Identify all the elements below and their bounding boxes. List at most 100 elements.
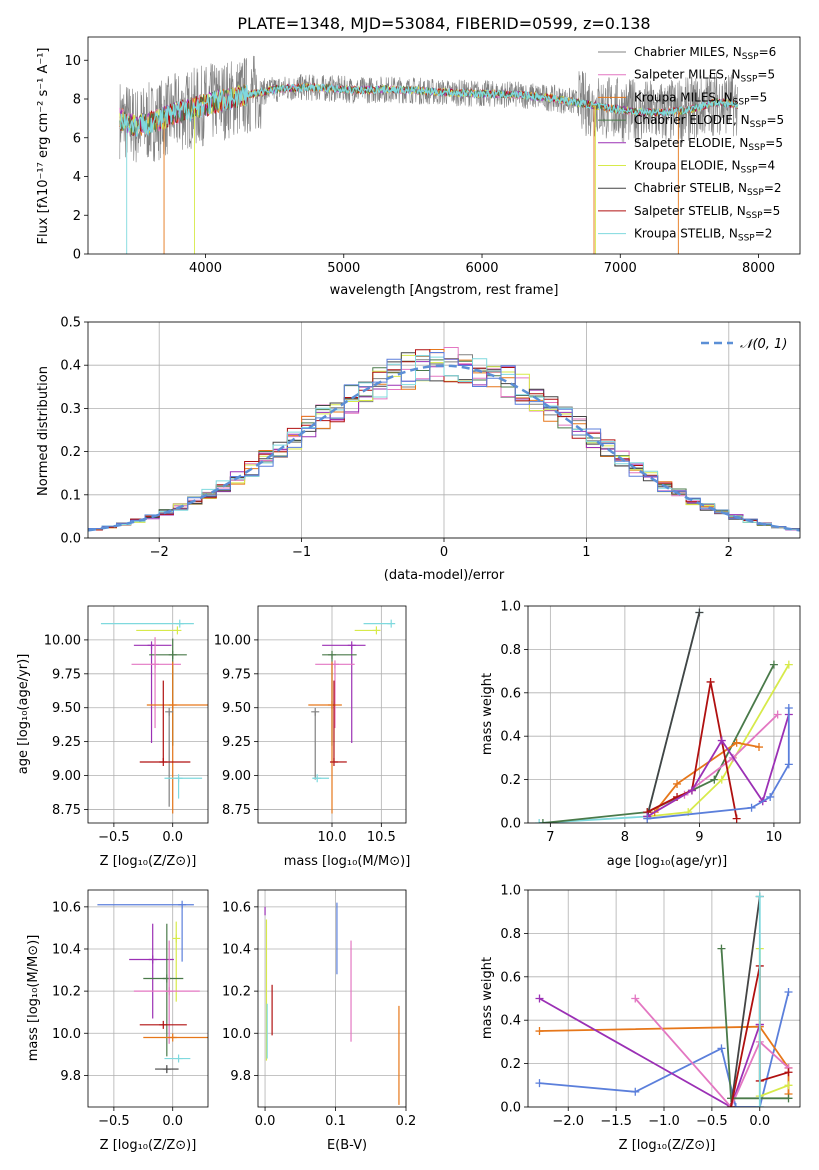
legend-label: Salpeter ELODIE, NSSP=5 <box>634 136 783 153</box>
data-point-marker <box>328 701 336 710</box>
residuals-xlabel: (data-model)/error <box>384 568 505 583</box>
x-tick-label: 7 <box>546 830 554 845</box>
y-tick-label: 9.8 <box>60 1069 81 1084</box>
mass-vs-reddening-panel: 0.0 0.1 0.2 9.8 10.0 10.2 10.4 10.6 <box>222 889 417 1129</box>
data-point-marker <box>773 710 782 719</box>
data-point-marker <box>731 1103 740 1107</box>
data-point-marker <box>631 994 640 1003</box>
axes-frame <box>527 889 801 1108</box>
data-point-marker <box>387 619 396 628</box>
residuals-legend-label: 𝒩(0, 1) <box>740 337 787 352</box>
y-tick-label: 0.4 <box>60 359 81 374</box>
legend-label: Chabrier STELIB, NSSP=2 <box>634 181 782 198</box>
y-tick-label: 0.6 <box>500 686 521 701</box>
legend-label: Kroupa STELIB, NSSP=2 <box>634 227 772 244</box>
data-point-marker <box>631 1087 640 1096</box>
age-vs-metallicity-panel: −0.5 0.0 8.75 9.00 9.25 9.50 9.75 10.00 <box>44 605 209 845</box>
data-point-marker <box>766 792 775 801</box>
data-point-marker <box>755 743 764 752</box>
x-tick-label: 1 <box>582 545 590 560</box>
y-tick-label: 0.2 <box>60 445 81 460</box>
y-tick-label: 2 <box>73 209 81 224</box>
y-tick-label: 8.75 <box>222 803 251 818</box>
y-tick-label: 8.75 <box>52 803 81 818</box>
data-point-marker <box>174 1054 183 1063</box>
x-tick-label: 0 <box>440 545 448 560</box>
data-point-marker <box>311 707 320 716</box>
x-tick-label: 4000 <box>189 261 222 276</box>
age-vs-mass-panel: 10.0 10.5 8.75 9.00 9.25 9.50 9.75 10.00 <box>214 605 407 845</box>
age-vs-metallicity-ylabel: age [log₁₀(age/yr)] <box>16 654 31 775</box>
data-point-marker <box>165 987 174 996</box>
y-tick-label: 10.2 <box>222 985 251 1000</box>
y-tick-label: 0.8 <box>500 643 521 658</box>
mass-vs-metallicity-xlabel: Z [log₁₀(Z/Z⊙)] <box>100 1138 197 1153</box>
x-tick-label: 0.0 <box>162 1114 183 1129</box>
data-point-marker <box>159 1020 168 1029</box>
x-tick-label: −2 <box>150 545 169 560</box>
data-point-marker <box>168 1033 177 1042</box>
data-point-marker <box>732 738 741 747</box>
legend-label: Kroupa MILES, NSSP=5 <box>634 90 767 107</box>
mass-vs-metallicity-ylabel: mass [log₁₀(M/M⊙)] <box>26 935 41 1062</box>
weight-vs-age-ylabel: mass weight <box>480 673 495 755</box>
y-tick-label: 10.4 <box>222 942 251 957</box>
series-line-kroupa_stelib <box>539 612 701 823</box>
data-point-marker <box>148 955 157 964</box>
y-tick-label: 9.25 <box>52 735 81 750</box>
weight-vs-metallicity-xlabel: Z [log₁₀(Z/Z⊙)] <box>619 1138 716 1153</box>
data-point-marker <box>769 660 778 669</box>
plot-area <box>264 902 400 1105</box>
y-tick-label: 10.0 <box>52 1027 81 1042</box>
data-point-marker <box>328 650 336 659</box>
data-point-marker <box>784 660 793 669</box>
y-tick-label: 10.00 <box>214 633 251 648</box>
y-tick-label: 9.00 <box>52 769 81 784</box>
data-point-marker <box>168 650 177 659</box>
data-point-marker <box>717 736 726 745</box>
y-tick-label: 10.0 <box>222 1027 251 1042</box>
series-line-kroupa_miles <box>539 1025 790 1094</box>
plot-area <box>535 608 793 823</box>
y-tick-label: 0.4 <box>500 1014 521 1029</box>
legend-label: Salpeter MILES, NSSP=5 <box>634 68 775 85</box>
x-tick-label: 0.0 <box>162 830 183 845</box>
plot-area <box>119 55 739 254</box>
data-point-marker <box>165 707 174 716</box>
data-point-marker <box>168 701 177 710</box>
series-line-salpeter_miles <box>634 997 790 1107</box>
data-point-marker <box>687 786 696 795</box>
x-tick-label: −2.0 <box>552 1114 584 1129</box>
data-point-marker <box>174 774 183 783</box>
y-tick-label: 10.00 <box>44 633 81 648</box>
age-vs-mass-xlabel: mass [log₁₀(M/M⊙)] <box>284 854 411 869</box>
weight-vs-metallicity-ylabel: mass weight <box>480 957 495 1039</box>
spectrum-model-line <box>119 83 739 138</box>
x-tick-label: 0.1 <box>325 1114 346 1129</box>
series-line-chabrier_stelib <box>646 612 701 817</box>
x-tick-label: −1.5 <box>600 1114 632 1129</box>
data-point-marker <box>173 626 182 635</box>
legend-label: Chabrier MILES, NSSP=6 <box>634 45 776 62</box>
x-tick-label: 7000 <box>604 261 637 276</box>
x-tick-label: −0.5 <box>696 1114 728 1129</box>
data-point-marker <box>784 1081 793 1090</box>
x-tick-label: 0.2 <box>396 1114 417 1129</box>
series-line-salpeter_elodie <box>539 997 761 1107</box>
weight-vs-age-panel: 7 8 9 10 0.0 0.2 0.4 0.6 0.8 1.0 <box>500 600 801 845</box>
data-point-marker <box>535 994 544 1003</box>
y-tick-label: 9.50 <box>222 701 251 716</box>
axes-frame <box>527 605 801 824</box>
x-tick-label: 2 <box>725 545 733 560</box>
y-tick-label: 10.6 <box>222 900 251 915</box>
y-tick-label: 0.0 <box>500 817 521 832</box>
y-tick-label: 9.50 <box>52 701 81 716</box>
x-tick-label: 5000 <box>327 261 360 276</box>
legend-label: Salpeter STELIB, NSSP=5 <box>634 204 780 221</box>
data-point-marker <box>732 814 741 823</box>
gaussian-reference-curve <box>88 364 800 532</box>
data-point-marker <box>717 775 726 784</box>
data-point-marker <box>710 775 719 784</box>
series-line-stelib_blue <box>539 991 790 1107</box>
